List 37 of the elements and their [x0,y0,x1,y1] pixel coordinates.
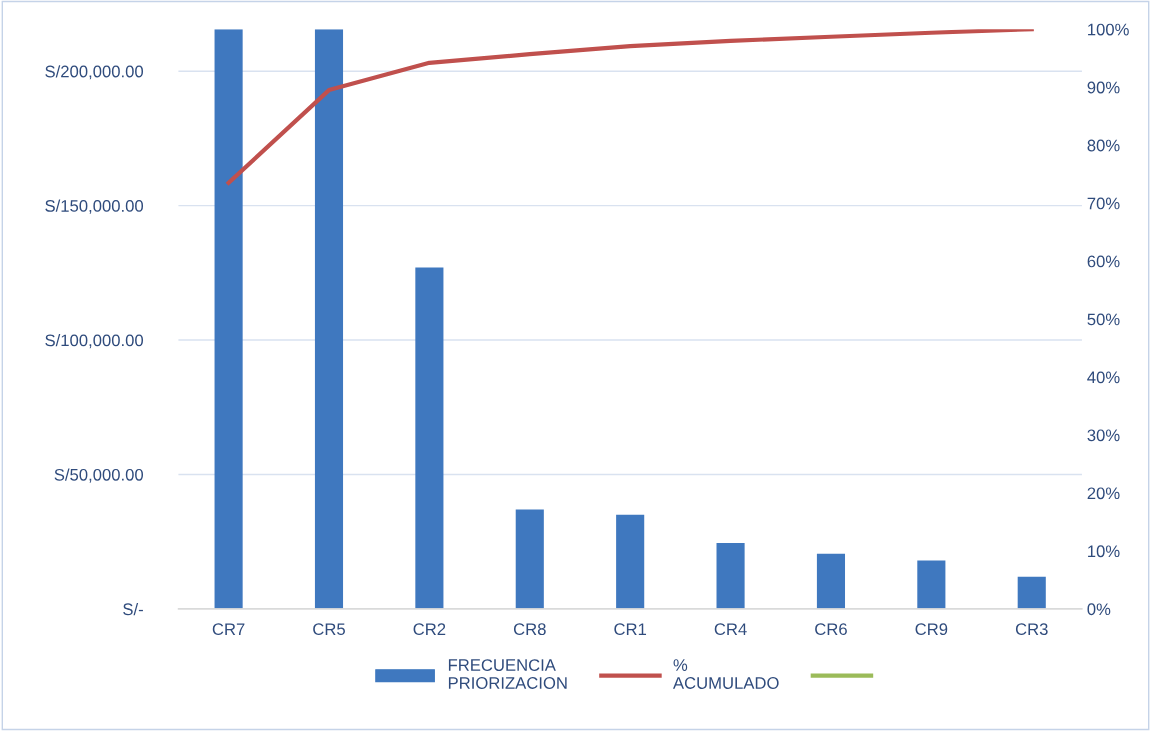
y-tick-label: S/50,000.00 [54,468,144,483]
x-tick-label: CR4 [714,623,747,636]
x-tick-label: CR6 [815,623,847,636]
x-tick-label: CR9 [915,623,948,636]
bar [716,543,745,609]
y-tick-label: S/100,000.00 [45,334,144,349]
legend-label: % ACUMULADO [672,659,779,689]
y2-tick-label: 60% [1087,255,1120,268]
bar [314,29,344,609]
y2-tick-label: 100% [1088,23,1129,36]
x-tick-label: CR3 [1015,623,1048,636]
x-tick-label: CR8 [513,623,546,636]
y2-tick-label: 20% [1087,487,1120,500]
y2-tick-label: 70% [1087,197,1120,210]
bar [816,553,846,609]
bar [214,29,243,609]
y-tick-label: S/200,000.00 [45,65,144,80]
y2-tick-label: 0% [1087,603,1111,616]
bar [917,560,946,609]
y2-tick-label: 80% [1087,139,1120,152]
line-series [226,29,1034,185]
bar [415,267,444,609]
legend-label: FRECUENCIA PRIORIZACION [448,659,567,689]
y2-tick-label: 90% [1087,81,1120,94]
x-tick-label: CR1 [614,623,647,636]
bar [515,509,544,609]
x-tick-label: CR7 [212,623,245,636]
x-tick-label: CR2 [413,623,446,636]
x-tick-label: CR5 [313,623,345,636]
y-tick-label: S/- [123,602,143,616]
y2-tick-label: 10% [1088,545,1120,558]
y2-tick-label: 40% [1087,371,1120,384]
y-tick-label: S/150,000.00 [45,199,144,214]
bar [1017,576,1046,609]
bar [616,514,645,609]
y2-tick-label: 30% [1087,429,1120,442]
y2-tick-label: 50% [1087,313,1120,326]
